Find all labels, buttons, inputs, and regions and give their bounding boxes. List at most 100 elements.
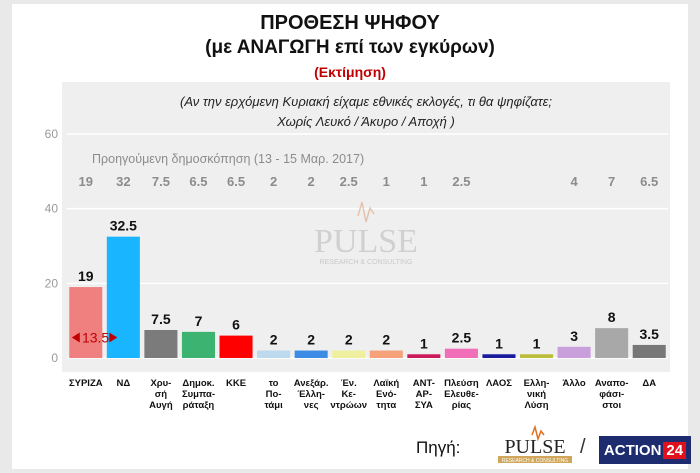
bar [294,350,328,358]
previous-value-label: 2 [270,174,277,189]
previous-value-label: 2.5 [452,174,470,189]
category-label: ντρώων [330,400,367,411]
watermark-name: PULSE [314,223,418,260]
bar [69,287,103,358]
category-label: το [269,378,279,389]
action24-number: 24 [663,441,687,459]
category-label: νες [304,400,319,411]
question-line-1: (Αν την ερχόμενη Κυριακή είχαμε εθνικές … [180,94,552,109]
category-label: ΣΥΡΙΖΑ [69,378,103,389]
question-line-2: Χωρίς Λευκό / Άκυρο / Αποχή ) [277,114,455,129]
category-label: Έν. [341,378,357,389]
bar-value-label: 19 [78,268,94,284]
category-label: Πλεύση [444,378,479,389]
y-tick-label: 60 [45,127,59,141]
category-label: σή [155,389,167,400]
category-label: τάμι [264,400,283,411]
bar-value-label: 2 [382,332,390,348]
estimate-label: (Εκτίμηση) [314,64,386,80]
bar-value-label: 2 [270,332,278,348]
category-label: φάσι- [599,389,624,400]
category-label: νική [527,389,546,400]
bar-value-label: 2 [345,332,353,348]
category-label: ρίας [452,400,471,411]
footer-slash: / [580,436,586,458]
pulse-logo-name: PULSE [504,436,565,458]
watermark-tagline: RESEARCH & CONSULTING [320,259,413,266]
gap-arrow-right [109,332,118,343]
category-label: ΣΥΑ [415,400,433,411]
gap-annotation: 13.5 [82,329,109,345]
y-tick-label: 20 [45,276,59,290]
category-label: στοι [602,400,621,411]
bar-value-label: 1 [495,335,503,351]
bar-value-label: 6 [232,317,240,333]
bar [407,354,441,358]
source-label: Πηγή: [416,438,461,457]
chart-title: ΠΡΟΘΕΣΗ ΨΗΦΟΥ [260,12,440,34]
bar [144,330,178,358]
category-label: Άλλο [563,378,586,389]
previous-value-label: 6.5 [189,174,207,189]
chart-subtitle: (με ΑΝΑΓΩΓΗ επί των εγκύρων) [205,37,495,58]
previous-value-label: 4 [570,174,578,189]
y-tick-label: 40 [45,202,59,216]
previous-poll-label: Προηγούμενη δημοσκόπηση (13 - 15 Μαρ. 20… [92,152,364,166]
plot-area [62,82,670,372]
action24-logo: ACTION 24 [599,436,691,464]
bar-value-label: 2 [307,332,315,348]
previous-value-label: 2 [308,174,315,189]
category-label: Λαϊκή [373,378,399,389]
bar [369,350,403,358]
category-label: ΚΚΕ [226,378,246,389]
category-label: Αυγή [149,400,173,411]
pulse-logo: PULSE RESEARCH & CONSULTING [498,425,572,464]
bar [181,331,215,358]
category-label: ΔΑ [642,378,656,389]
bar [557,346,591,358]
watermark-pulse-line [357,201,375,223]
category-label: Λύση [524,400,548,411]
category-label: Έλλη- [297,389,325,400]
category-label: ΑΝΤ- [413,378,435,389]
category-label: Αναπο- [595,378,629,389]
previous-value-label: 7 [608,174,615,189]
bar-value-label: 1 [420,335,428,351]
bar-value-label: 2.5 [452,330,472,346]
bar [632,344,666,358]
bar [219,335,253,358]
category-label: Συμπα- [182,389,215,400]
bar-value-label: 8 [608,309,616,325]
bar [332,350,366,358]
previous-value-label: 19 [79,174,93,189]
category-label: Ελευθε- [444,389,478,400]
bar-value-label: 7 [195,313,203,329]
category-label: ράταξη [183,400,215,411]
category-label: ΑΡ- [416,389,432,400]
category-label: Ανεξάρ. [294,378,329,389]
previous-value-label: 1 [420,174,427,189]
previous-value-label: 6.5 [227,174,245,189]
bar-value-label: 3 [570,328,578,344]
bar [444,348,478,358]
y-tick-label: 0 [51,351,58,365]
action24-text: ACTION [603,441,662,459]
category-label: Ελλη- [524,378,550,389]
bar [482,354,516,358]
category-label: Δημοκ. [182,378,214,389]
previous-value-label: 2.5 [340,174,358,189]
previous-value-label: 32 [116,174,130,189]
previous-value-label: 6.5 [640,174,658,189]
bar-value-label: 3.5 [639,326,659,342]
bar [595,328,629,358]
previous-value-label: 1 [383,174,390,189]
pulse-logo-tagline: RESEARCH & CONSULTING [502,458,568,464]
category-label: ΛΑΟΣ [486,378,512,389]
gap-arrow-left [71,332,80,343]
bar-value-label: 1 [533,335,541,351]
bar [520,354,554,358]
previous-value-label: 7.5 [152,174,170,189]
category-label: Χρυ- [150,378,171,389]
category-label: Ενό- [376,389,397,400]
